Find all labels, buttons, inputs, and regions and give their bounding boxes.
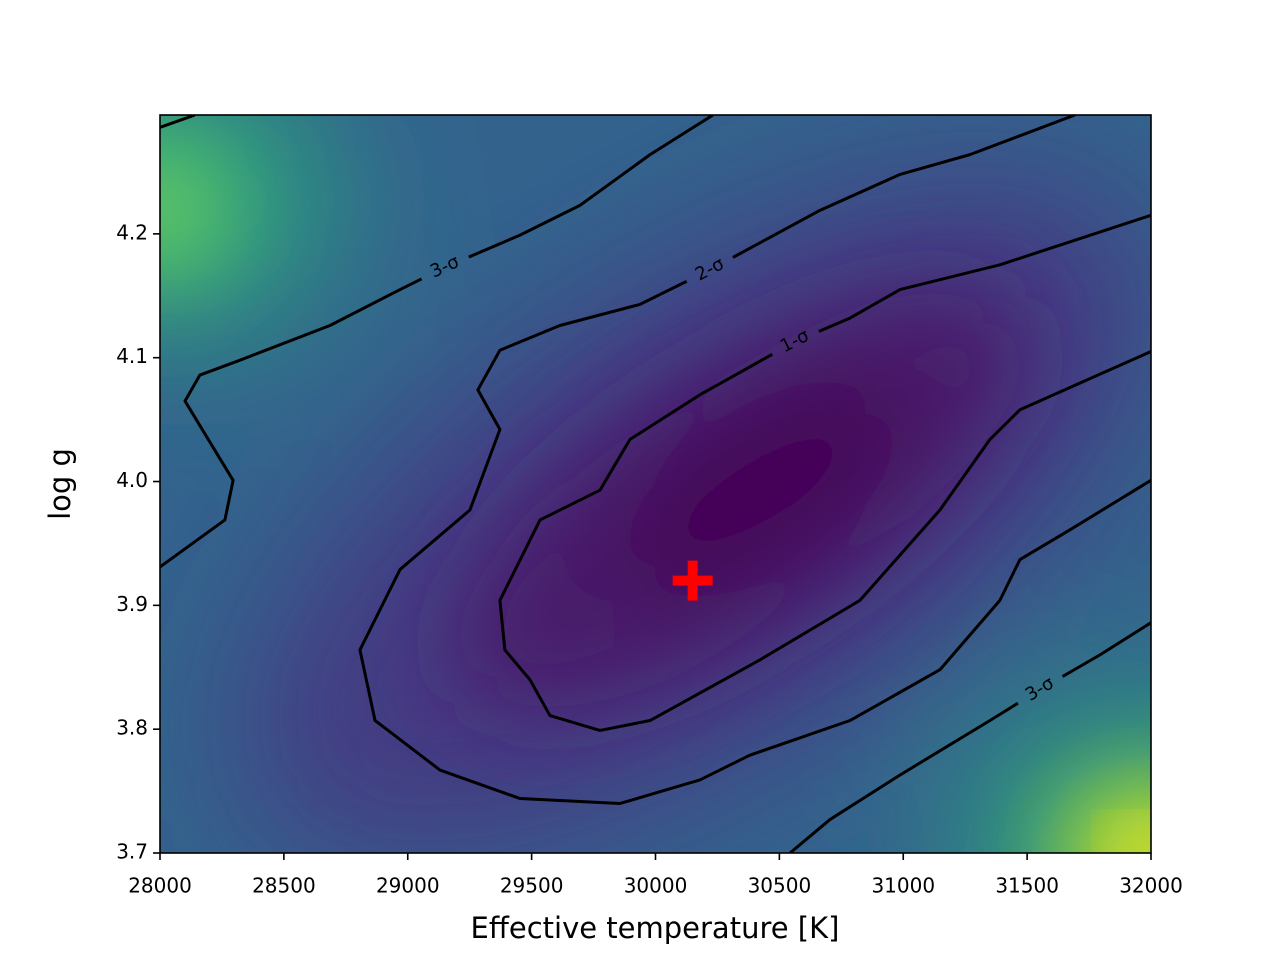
y-tick-label: 3.8 bbox=[116, 716, 148, 740]
x-tick-label: 30000 bbox=[624, 874, 688, 898]
contour-line bbox=[358, 115, 1151, 805]
best-fit-marker bbox=[672, 560, 713, 601]
y-tick-label: 4.2 bbox=[116, 220, 148, 244]
x-tick-label: 29500 bbox=[500, 874, 564, 898]
contour-lines bbox=[160, 115, 1151, 853]
x-tick-label: 29000 bbox=[376, 874, 440, 898]
heatmap bbox=[160, 115, 1151, 853]
x-tick-label: 28000 bbox=[128, 874, 192, 898]
y-axis-label: log g bbox=[43, 448, 77, 520]
y-tick-label: 4.1 bbox=[116, 344, 148, 368]
y-tick-label: 3.7 bbox=[116, 840, 148, 864]
y-tick-label: 4.0 bbox=[116, 468, 148, 492]
contour-line bbox=[789, 621, 1151, 853]
x-tick-label: 28500 bbox=[252, 874, 316, 898]
y-tick-label: 3.9 bbox=[116, 592, 148, 616]
x-tick-label: 32000 bbox=[1119, 874, 1183, 898]
x-tick-label: 31500 bbox=[995, 874, 1059, 898]
x-tick-label: 30500 bbox=[748, 874, 812, 898]
x-tick-label: 31000 bbox=[871, 874, 935, 898]
contour-line bbox=[498, 213, 1151, 732]
x-axis-label: Effective temperature [K] bbox=[471, 911, 840, 945]
contour-line bbox=[160, 115, 714, 569]
contour-line bbox=[160, 115, 196, 129]
